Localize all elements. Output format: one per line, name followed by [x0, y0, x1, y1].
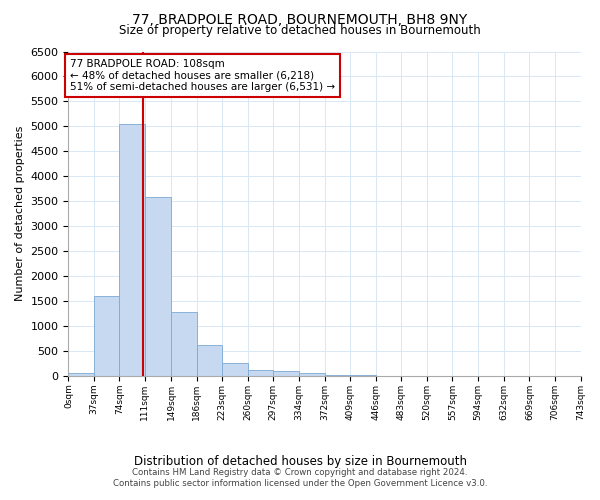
Text: Distribution of detached houses by size in Bournemouth: Distribution of detached houses by size … — [133, 455, 467, 468]
Bar — [273, 371, 299, 376]
Bar — [222, 362, 248, 376]
Bar — [171, 312, 197, 376]
Text: Contains HM Land Registry data © Crown copyright and database right 2024.
Contai: Contains HM Land Registry data © Crown c… — [113, 468, 487, 487]
Bar — [94, 296, 119, 376]
Text: 77 BRADPOLE ROAD: 108sqm
← 48% of detached houses are smaller (6,218)
51% of sem: 77 BRADPOLE ROAD: 108sqm ← 48% of detach… — [70, 59, 335, 92]
Text: Size of property relative to detached houses in Bournemouth: Size of property relative to detached ho… — [119, 24, 481, 37]
Y-axis label: Number of detached properties: Number of detached properties — [15, 126, 25, 302]
Bar — [119, 124, 145, 376]
Text: 77, BRADPOLE ROAD, BOURNEMOUTH, BH8 9NY: 77, BRADPOLE ROAD, BOURNEMOUTH, BH8 9NY — [133, 12, 467, 26]
Bar — [197, 345, 222, 376]
Bar — [248, 370, 273, 376]
Bar — [145, 198, 171, 376]
Bar — [299, 373, 325, 376]
Bar — [68, 374, 94, 376]
